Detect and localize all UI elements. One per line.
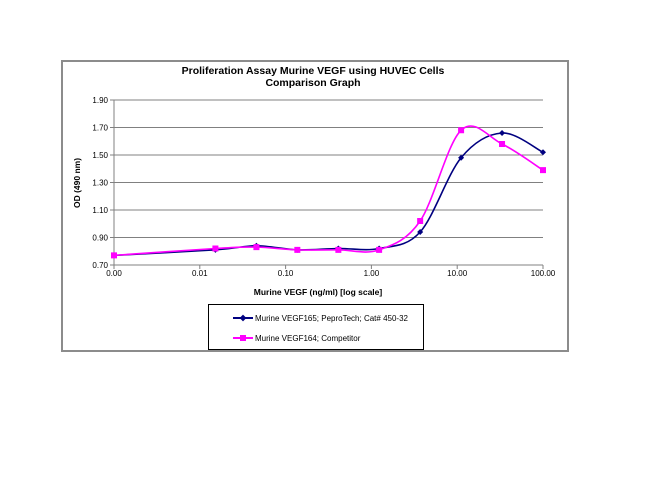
diamond-marker-icon [540,149,546,156]
diamond-marker-icon [233,313,253,323]
svg-text:0.90: 0.90 [92,234,108,243]
square-marker-icon [499,141,506,147]
series-1 [111,125,546,259]
svg-text:1.70: 1.70 [92,124,108,133]
square-marker-icon [294,246,301,253]
svg-text:1.90: 1.90 [92,96,108,105]
legend-item-vegf164: Murine VEGF164; Competitor [233,333,360,343]
diamond-marker-icon [417,229,424,235]
series-0 [111,130,546,259]
square-marker-icon [233,333,253,343]
diamond-marker-icon [458,154,465,161]
y-axis-ticks: 0.70 0.90 1.10 1.30 1.50 1.70 1.90 [92,96,114,270]
x-axis-title: Murine VEGF (ng/ml) [log scale] [254,287,383,297]
square-marker-icon [376,246,383,253]
square-marker-icon [458,127,465,134]
diamond-marker-icon [499,130,506,136]
svg-text:0.01: 0.01 [192,269,208,278]
square-marker-icon [417,218,424,224]
svg-text:1.00: 1.00 [364,269,380,278]
svg-text:0.00: 0.00 [106,269,122,278]
square-marker-icon [253,244,260,251]
svg-text:10.00: 10.00 [447,269,468,278]
svg-text:0.70: 0.70 [92,261,108,270]
gridlines [114,99,543,238]
x-axis-ticks: 0.00 0.01 0.10 1.00 10.00 100.00 [106,265,556,278]
square-marker-icon [335,246,342,253]
chart-frame [61,60,569,352]
square-marker-icon [540,167,546,174]
chart-title: Proliferation Assay Murine VEGF using HU… [0,65,650,89]
data-series [111,125,546,259]
svg-text:1.10: 1.10 [92,206,108,215]
chart-title-line2: Comparison Graph [265,77,361,89]
svg-text:1.30: 1.30 [92,179,108,188]
svg-text:100.00: 100.00 [531,269,556,278]
legend: Murine VEGF165; PeproTech; Cat# 450-32 M… [208,304,424,350]
square-marker-icon [212,245,219,252]
legend-item-vegf165: Murine VEGF165; PeproTech; Cat# 450-32 [233,313,408,323]
y-axis-title: OD (490 nm) [72,158,82,208]
legend-label: Murine VEGF165; PeproTech; Cat# 450-32 [255,313,408,323]
svg-text:0.10: 0.10 [278,269,294,278]
square-marker-icon [111,252,117,259]
legend-label: Murine VEGF164; Competitor [255,333,361,343]
chart-title-line1: Proliferation Assay Murine VEGF using HU… [181,65,445,77]
svg-text:1.50: 1.50 [92,151,108,160]
